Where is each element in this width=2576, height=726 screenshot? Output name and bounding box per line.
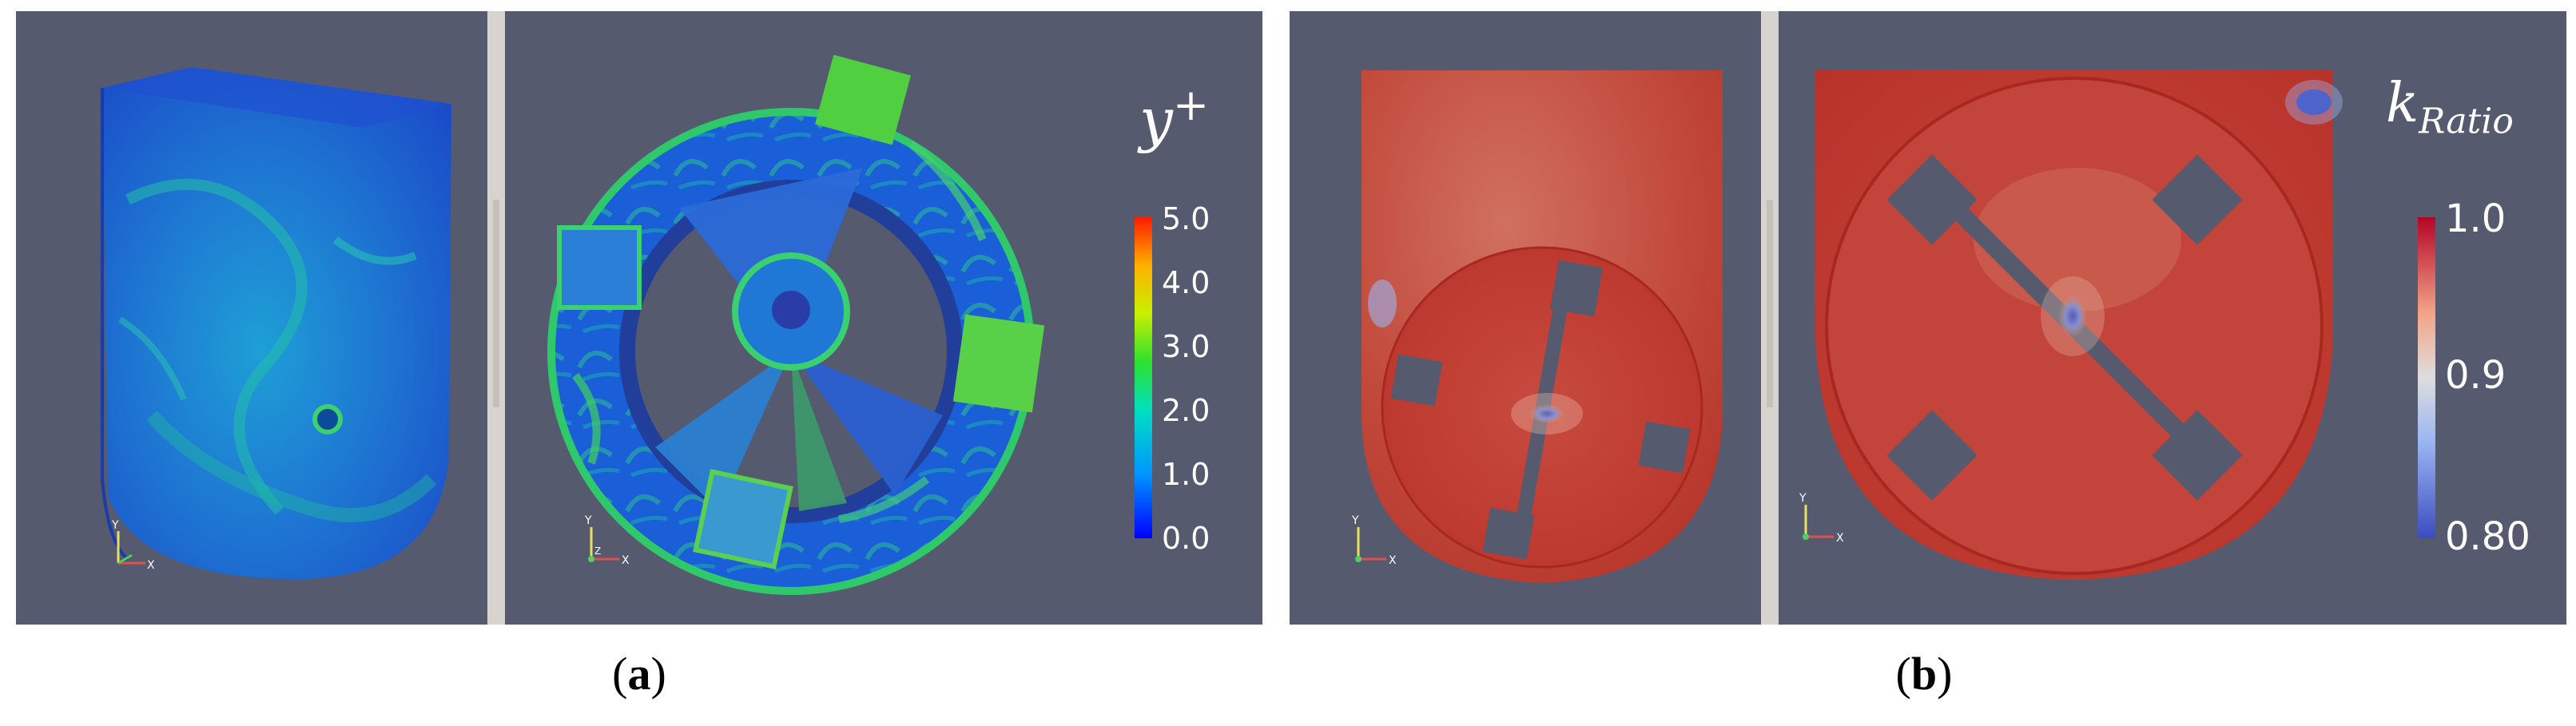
colorbar-title-yplus: y+	[1139, 80, 1210, 155]
axes-triad-a-left: Y X	[111, 519, 155, 572]
panel-b: Y X Y X	[1290, 11, 2566, 625]
tick-label: 4.0	[1162, 265, 1210, 300]
panel-a: Y X	[16, 11, 1262, 625]
tick-label: 1.0	[2445, 196, 2506, 241]
colorbar-kratio	[2418, 217, 2435, 538]
axes-triad-b-right: Y X	[1799, 492, 1844, 545]
tick-label: 1.0	[1162, 457, 1210, 492]
axes-triad-a-right: Y X Z	[584, 514, 630, 567]
tick-label: 0.0	[1162, 521, 1210, 556]
colorbar-yplus	[1135, 217, 1152, 538]
axis-label-y: Y	[584, 514, 592, 527]
axes-triad-b-left: Y X	[1351, 514, 1397, 567]
tick-label: 5.0	[1162, 201, 1210, 236]
tank-section-kratio	[1362, 70, 1723, 583]
axis-label-x: X	[1389, 554, 1397, 567]
caption-b: (b)	[1895, 648, 1953, 700]
tick-label: 2.0	[1162, 393, 1210, 428]
axis-label-x: X	[1836, 532, 1844, 545]
tick-label: 0.9	[2445, 353, 2506, 398]
impeller-section-kratio	[1815, 70, 2343, 580]
impeller-wheel-yplus	[547, 54, 1045, 595]
tank-surface-yplus	[101, 67, 451, 580]
colorbar-title-kratio: kRatio	[2386, 72, 2514, 142]
axis-label-y: Y	[111, 519, 119, 532]
axis-label-x: X	[147, 559, 155, 572]
caption-a: (a)	[612, 648, 666, 700]
axis-label-y: Y	[1799, 492, 1807, 505]
axis-label-y: Y	[1351, 514, 1359, 527]
divider-handle[interactable]	[1767, 200, 1773, 407]
tick-label: 3.0	[1162, 329, 1210, 364]
axis-label-z: Z	[594, 545, 601, 557]
tick-label: 0.80	[2445, 514, 2530, 559]
divider-handle[interactable]	[493, 200, 499, 407]
axis-label-x: X	[622, 554, 630, 567]
